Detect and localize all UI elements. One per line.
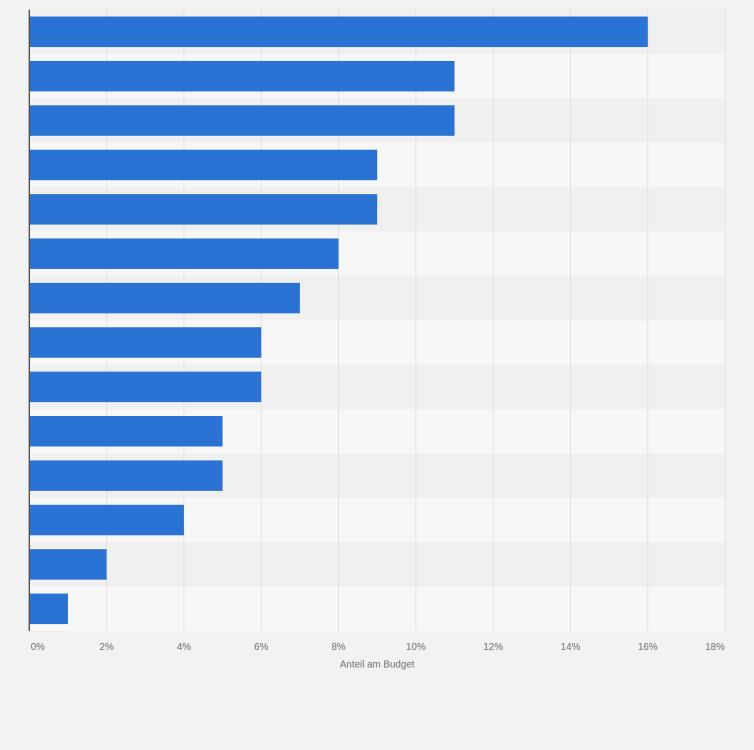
svg-text:16%: 16% [638,642,658,653]
svg-text:4%: 4% [177,642,191,653]
svg-text:Anteil am Budget: Anteil am Budget [340,659,415,670]
svg-text:6%: 6% [254,642,268,653]
svg-text:2%: 2% [100,642,114,653]
svg-text:0%: 0% [31,642,45,653]
svg-text:10%: 10% [406,642,426,653]
svg-text:12%: 12% [483,642,503,653]
svg-text:18%: 18% [705,642,725,653]
svg-text:8%: 8% [331,642,345,653]
svg-text:14%: 14% [561,642,581,653]
